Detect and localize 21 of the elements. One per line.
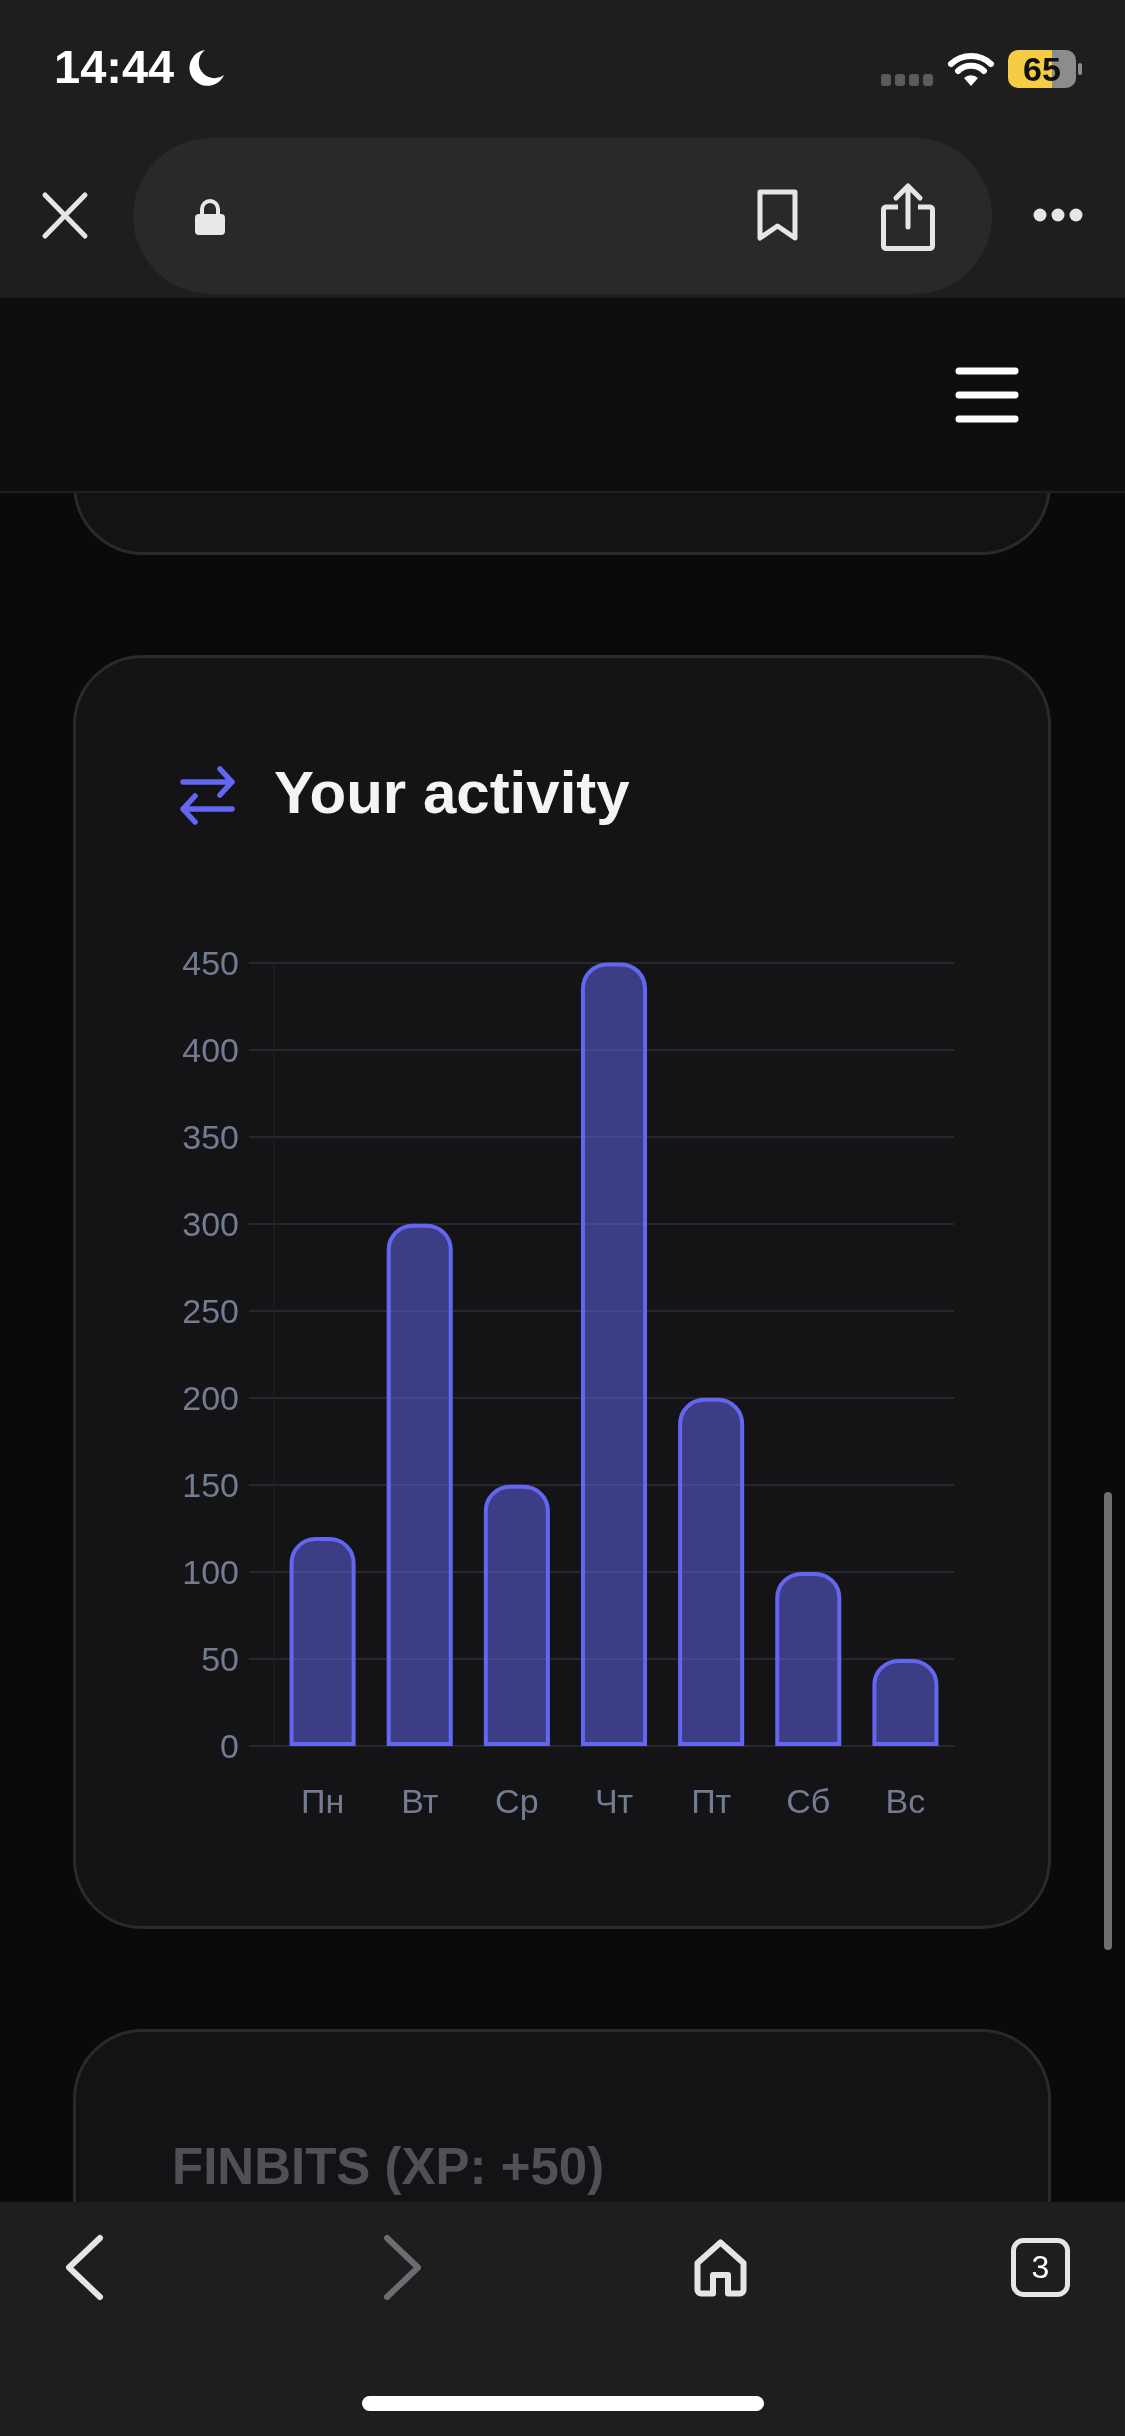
x-tick-label: Сб [786, 1782, 831, 1820]
y-tick-label: 200 [182, 1378, 239, 1417]
x-tick-label: Ср [495, 1782, 539, 1820]
text: 14:44 [54, 40, 175, 95]
x-tick-label: Чт [594, 1782, 634, 1820]
x-tick-label: Пт [691, 1782, 732, 1820]
text: 65 [1022, 50, 1062, 88]
text: FINBITS (XP: +50) [172, 2138, 605, 2197]
y-tick-label: 50 [201, 1639, 239, 1678]
y-tick-label: 300 [182, 1204, 239, 1243]
x-tick-label: Вс [885, 1782, 926, 1820]
chart-title: Your activity [274, 758, 631, 826]
x-tick-label: Вт [401, 1782, 439, 1820]
y-tick-label: 150 [182, 1465, 239, 1504]
y-tick-label: 350 [182, 1117, 239, 1156]
y-tick-label: 0 [220, 1727, 239, 1765]
x-tick-label: Пн [300, 1782, 345, 1820]
y-tick-label: 100 [182, 1552, 239, 1591]
y-tick-label: 450 [182, 943, 239, 982]
y-tick-label: 250 [182, 1291, 239, 1330]
y-tick-label: 400 [182, 1030, 239, 1069]
